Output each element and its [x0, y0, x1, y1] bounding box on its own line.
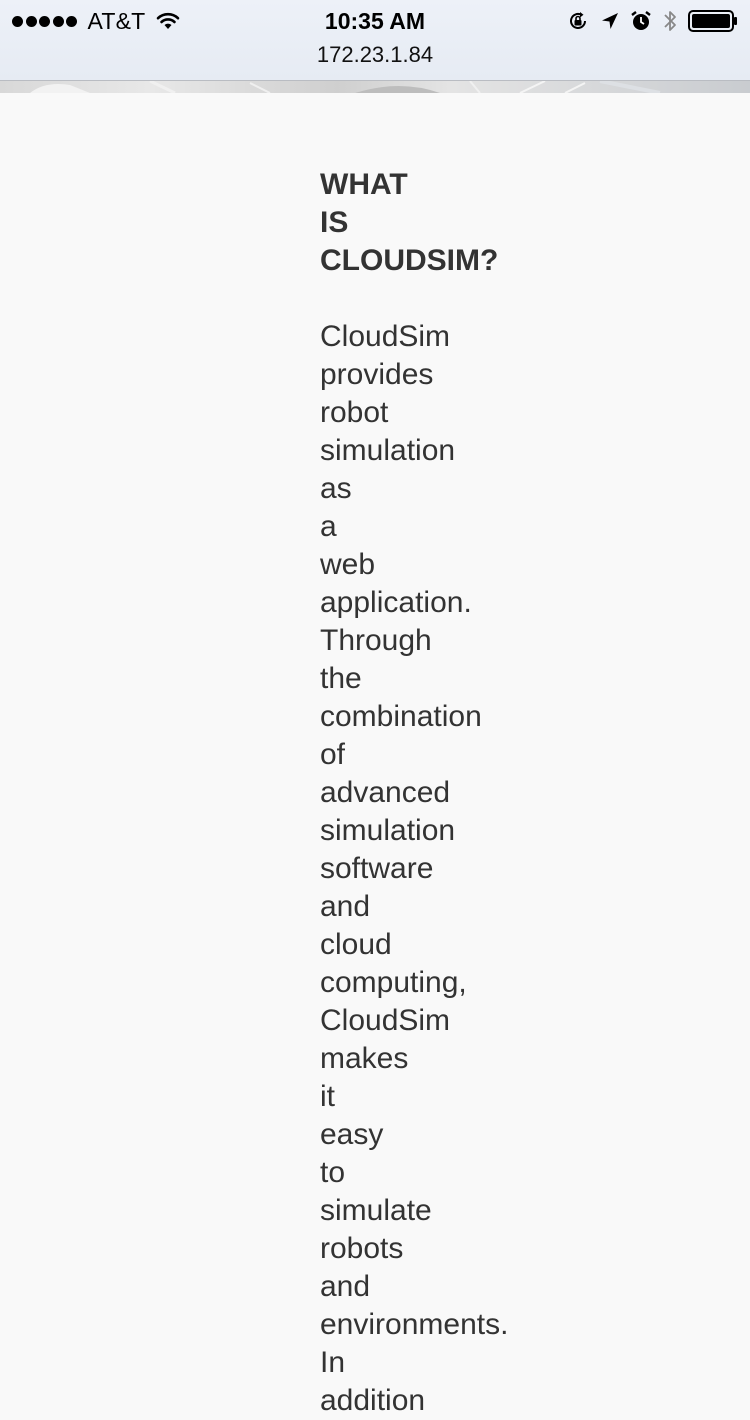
orientation-lock-icon [566, 9, 590, 33]
battery-icon [688, 10, 738, 32]
section-body-text: CloudSim provides robot simulation as a … [320, 320, 509, 1417]
address-bar-url[interactable]: 172.23.1.84 [316, 42, 434, 67]
main-content: WHAT IS CLOUDSIM? CloudSim provides robo… [320, 166, 530, 1420]
signal-strength-icon [12, 15, 80, 27]
section-heading: WHAT IS CLOUDSIM? [320, 168, 499, 277]
status-right-group [566, 6, 738, 36]
bluetooth-icon [662, 8, 678, 34]
alarm-icon [630, 10, 652, 32]
location-icon [600, 11, 620, 31]
wifi-icon [155, 11, 181, 31]
status-time: 10:35 AM [324, 8, 426, 34]
ios-status-bar: AT&T 10:35 AM 172.23.1.84 [0, 0, 750, 81]
header-banner-image [0, 81, 750, 93]
carrier-name: AT&T [87, 7, 146, 34]
status-left-group: AT&T [12, 6, 181, 36]
